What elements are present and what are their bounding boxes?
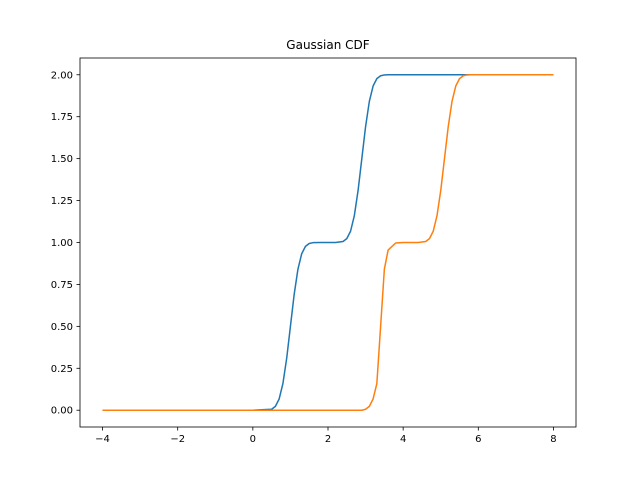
axes-frame [79,57,577,428]
x-tick-label: −2 [170,434,185,445]
x-tick-label: 4 [400,434,406,445]
y-tick-label: 1.00 [51,238,73,249]
y-tick-label: 1.50 [51,154,73,165]
x-tick-label: 6 [475,434,481,445]
x-axis-ticks: −4 −2 0 2 4 6 8 [95,427,557,445]
x-tick-label: 2 [325,434,331,445]
y-tick-label: 1.25 [51,196,73,207]
x-tick-label: −4 [95,434,110,445]
x-tick-label: 0 [250,434,256,445]
y-tick-label: 0.75 [51,280,73,291]
chart-title: Gaussian CDF [286,38,369,52]
y-tick-label: 0.25 [51,364,73,375]
series-line-2 [102,74,554,411]
y-tick-label: 1.75 [51,112,73,123]
series-line-1 [102,74,554,411]
plot-area [102,74,554,411]
y-axis-ticks: 0.00 0.25 0.50 0.75 1.00 1.25 1.50 1.75 2.00 [51,70,80,417]
y-tick-label: 2.00 [51,70,73,81]
x-tick-label: 8 [550,434,556,445]
y-tick-label: 0.50 [51,322,73,333]
y-tick-label: 0.00 [51,406,73,417]
